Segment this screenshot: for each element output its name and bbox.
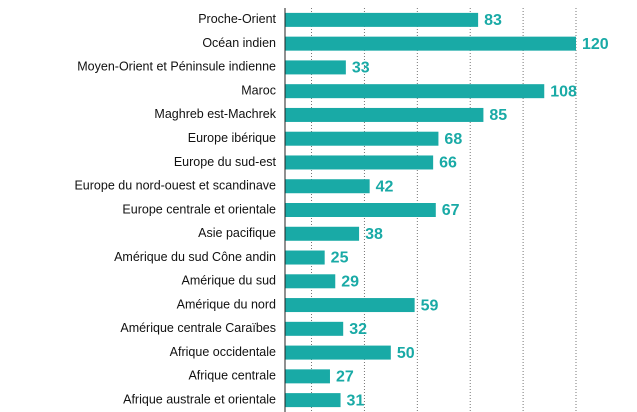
bar: [285, 250, 325, 265]
value-label: 120: [582, 36, 609, 53]
value-label: 38: [365, 226, 383, 243]
bar: [285, 321, 344, 336]
value-label: 108: [550, 83, 577, 100]
bar: [285, 107, 484, 122]
category-label: Asie pacifique: [198, 226, 276, 240]
value-label: 83: [484, 12, 502, 29]
bar: [285, 226, 360, 241]
category-label: Afrique australe et orientale: [123, 392, 276, 406]
category-label: Europe ibérique: [188, 131, 276, 145]
value-label: 27: [336, 369, 354, 386]
value-label: 42: [376, 178, 394, 195]
bar: [285, 274, 336, 289]
category-label: Maroc: [241, 83, 276, 97]
category-label: Afrique occidentale: [170, 345, 276, 359]
category-label: Maghreb est-Machrek: [154, 107, 276, 121]
bar: [285, 36, 576, 51]
category-label: Afrique centrale: [188, 369, 276, 383]
category-label: Proche-Orient: [198, 12, 276, 26]
value-label: 66: [439, 155, 457, 172]
bar: [285, 345, 391, 360]
bar: [285, 84, 545, 99]
bar: [285, 179, 370, 194]
value-label: 67: [442, 202, 460, 219]
category-label: Amérique du sud: [181, 274, 276, 288]
value-label: 25: [331, 250, 349, 267]
category-label: Europe du nord-ouest et scandinave: [74, 179, 276, 193]
value-label: 31: [347, 392, 365, 409]
bar: [285, 12, 479, 27]
value-label: 85: [489, 107, 507, 124]
bar: [285, 203, 436, 217]
bar: [285, 155, 434, 170]
value-label: 32: [349, 321, 367, 338]
category-label: Europe centrale et orientale: [122, 202, 276, 216]
value-label: 59: [421, 297, 439, 314]
category-label: Amérique centrale Caraïbes: [120, 321, 276, 335]
value-label: 29: [341, 274, 359, 291]
value-label: 33: [352, 60, 370, 77]
category-label: Océan indien: [202, 36, 276, 50]
category-label: Amérique du sud Cône andin: [114, 250, 276, 264]
category-label: Amérique du nord: [177, 297, 276, 311]
bar: [285, 60, 346, 75]
category-label: Moyen-Orient et Péninsule indienne: [77, 60, 276, 74]
bar: [285, 298, 415, 313]
category-label: Europe du sud-est: [174, 155, 277, 169]
bar: [285, 369, 330, 384]
bar: [285, 393, 341, 408]
value-label: 68: [444, 131, 462, 148]
bar: [285, 131, 439, 146]
value-label: 50: [397, 345, 415, 362]
